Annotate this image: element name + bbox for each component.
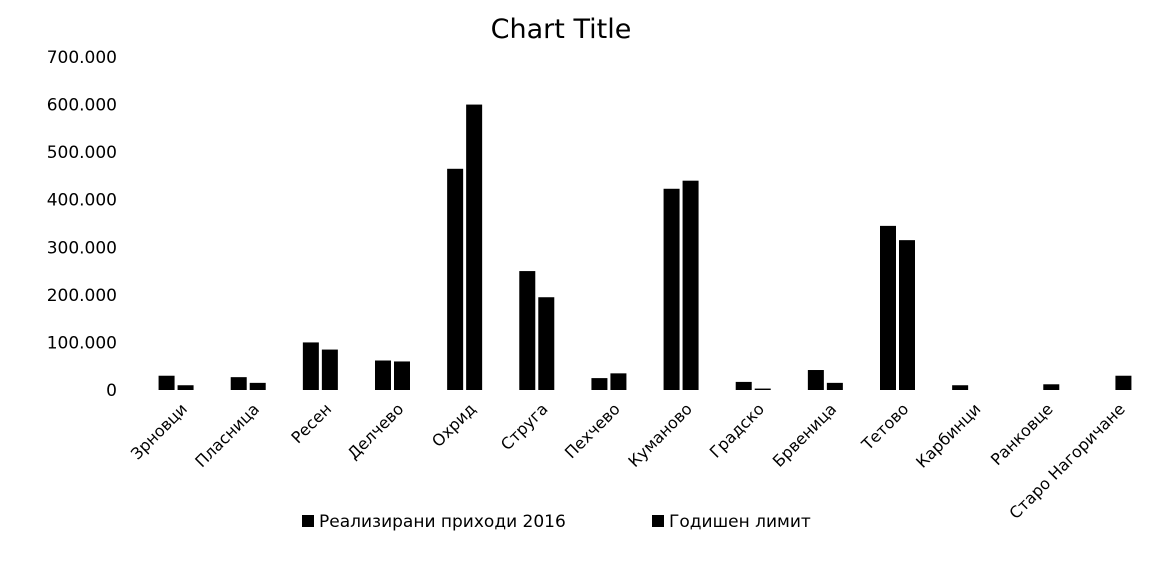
bar-series-1 <box>302 342 319 390</box>
x-axis-labels: Зрновци Пласница Ресен Делчево Охрид Струга Пе… <box>127 399 1129 522</box>
bar-series-2 <box>466 104 483 391</box>
legend: Реализирани приходи 2016 Годишен лимит <box>302 512 811 532</box>
bar-series-2 <box>177 385 194 390</box>
x-category-label: Ранковце <box>987 399 1057 469</box>
bar-series-2 <box>682 180 699 390</box>
bar-series-1 <box>447 168 464 390</box>
y-tick-label: 600.000 <box>47 96 117 116</box>
bar-series-1 <box>230 377 247 390</box>
bar-series-1 <box>591 378 608 390</box>
bar-series-2 <box>394 361 410 390</box>
x-category-label: Брвеница <box>769 399 840 470</box>
bar-series-1 <box>807 370 824 390</box>
bar-series-2 <box>321 349 338 390</box>
bar-series-2 <box>610 373 627 390</box>
bar-series-2 <box>249 382 266 390</box>
y-tick-label: 0 <box>106 381 117 401</box>
bar-series-1 <box>519 271 536 390</box>
y-tick-label: 100.000 <box>47 333 117 353</box>
x-category-label: Делчево <box>344 399 408 463</box>
bar-series-2 <box>826 382 843 390</box>
bar-series-2 <box>899 240 915 390</box>
y-tick-label: 700.000 <box>47 48 117 68</box>
x-category-label: Ресен <box>287 399 335 447</box>
x-category-label: Охрид <box>428 399 479 450</box>
bar-series-1 <box>880 225 896 390</box>
y-tick-label: 500.000 <box>47 143 117 163</box>
x-category-label: Куманово <box>624 399 696 471</box>
bar-series-2 <box>538 297 555 390</box>
legend-swatch-series-2 <box>652 515 664 527</box>
bar-series-1 <box>158 375 175 390</box>
y-tick-label: 400.000 <box>47 191 117 211</box>
bar-series-2 <box>754 388 771 390</box>
bar-series-1 <box>735 381 752 390</box>
x-category-label: Зрновци <box>127 399 191 463</box>
legend-swatch-series-1 <box>302 515 314 527</box>
legend-label-series-1: Реализирани приходи 2016 <box>319 512 566 532</box>
bar-series-2 <box>1115 375 1132 390</box>
y-tick-label: 200.000 <box>47 286 117 306</box>
x-category-label: Пласница <box>191 399 263 471</box>
bar-series-1 <box>952 385 969 390</box>
y-axis: 0 100.000 200.000 300.000 400.000 500.000 600.… <box>47 48 117 401</box>
x-category-label: Тетово <box>857 399 912 454</box>
legend-label-series-2: Годишен лимит <box>669 512 811 532</box>
bar-series-2 <box>1043 384 1060 390</box>
x-category-label: Струга <box>497 399 552 454</box>
x-category-label: Пехчево <box>561 399 624 462</box>
y-tick-label: 300.000 <box>47 238 117 258</box>
x-category-label: Градско <box>706 399 768 461</box>
bars <box>158 104 1132 391</box>
bar-series-1 <box>375 360 391 390</box>
x-category-label: Карбинци <box>912 399 984 471</box>
chart-title: Chart Title <box>491 14 632 45</box>
bar-series-1 <box>663 188 680 390</box>
